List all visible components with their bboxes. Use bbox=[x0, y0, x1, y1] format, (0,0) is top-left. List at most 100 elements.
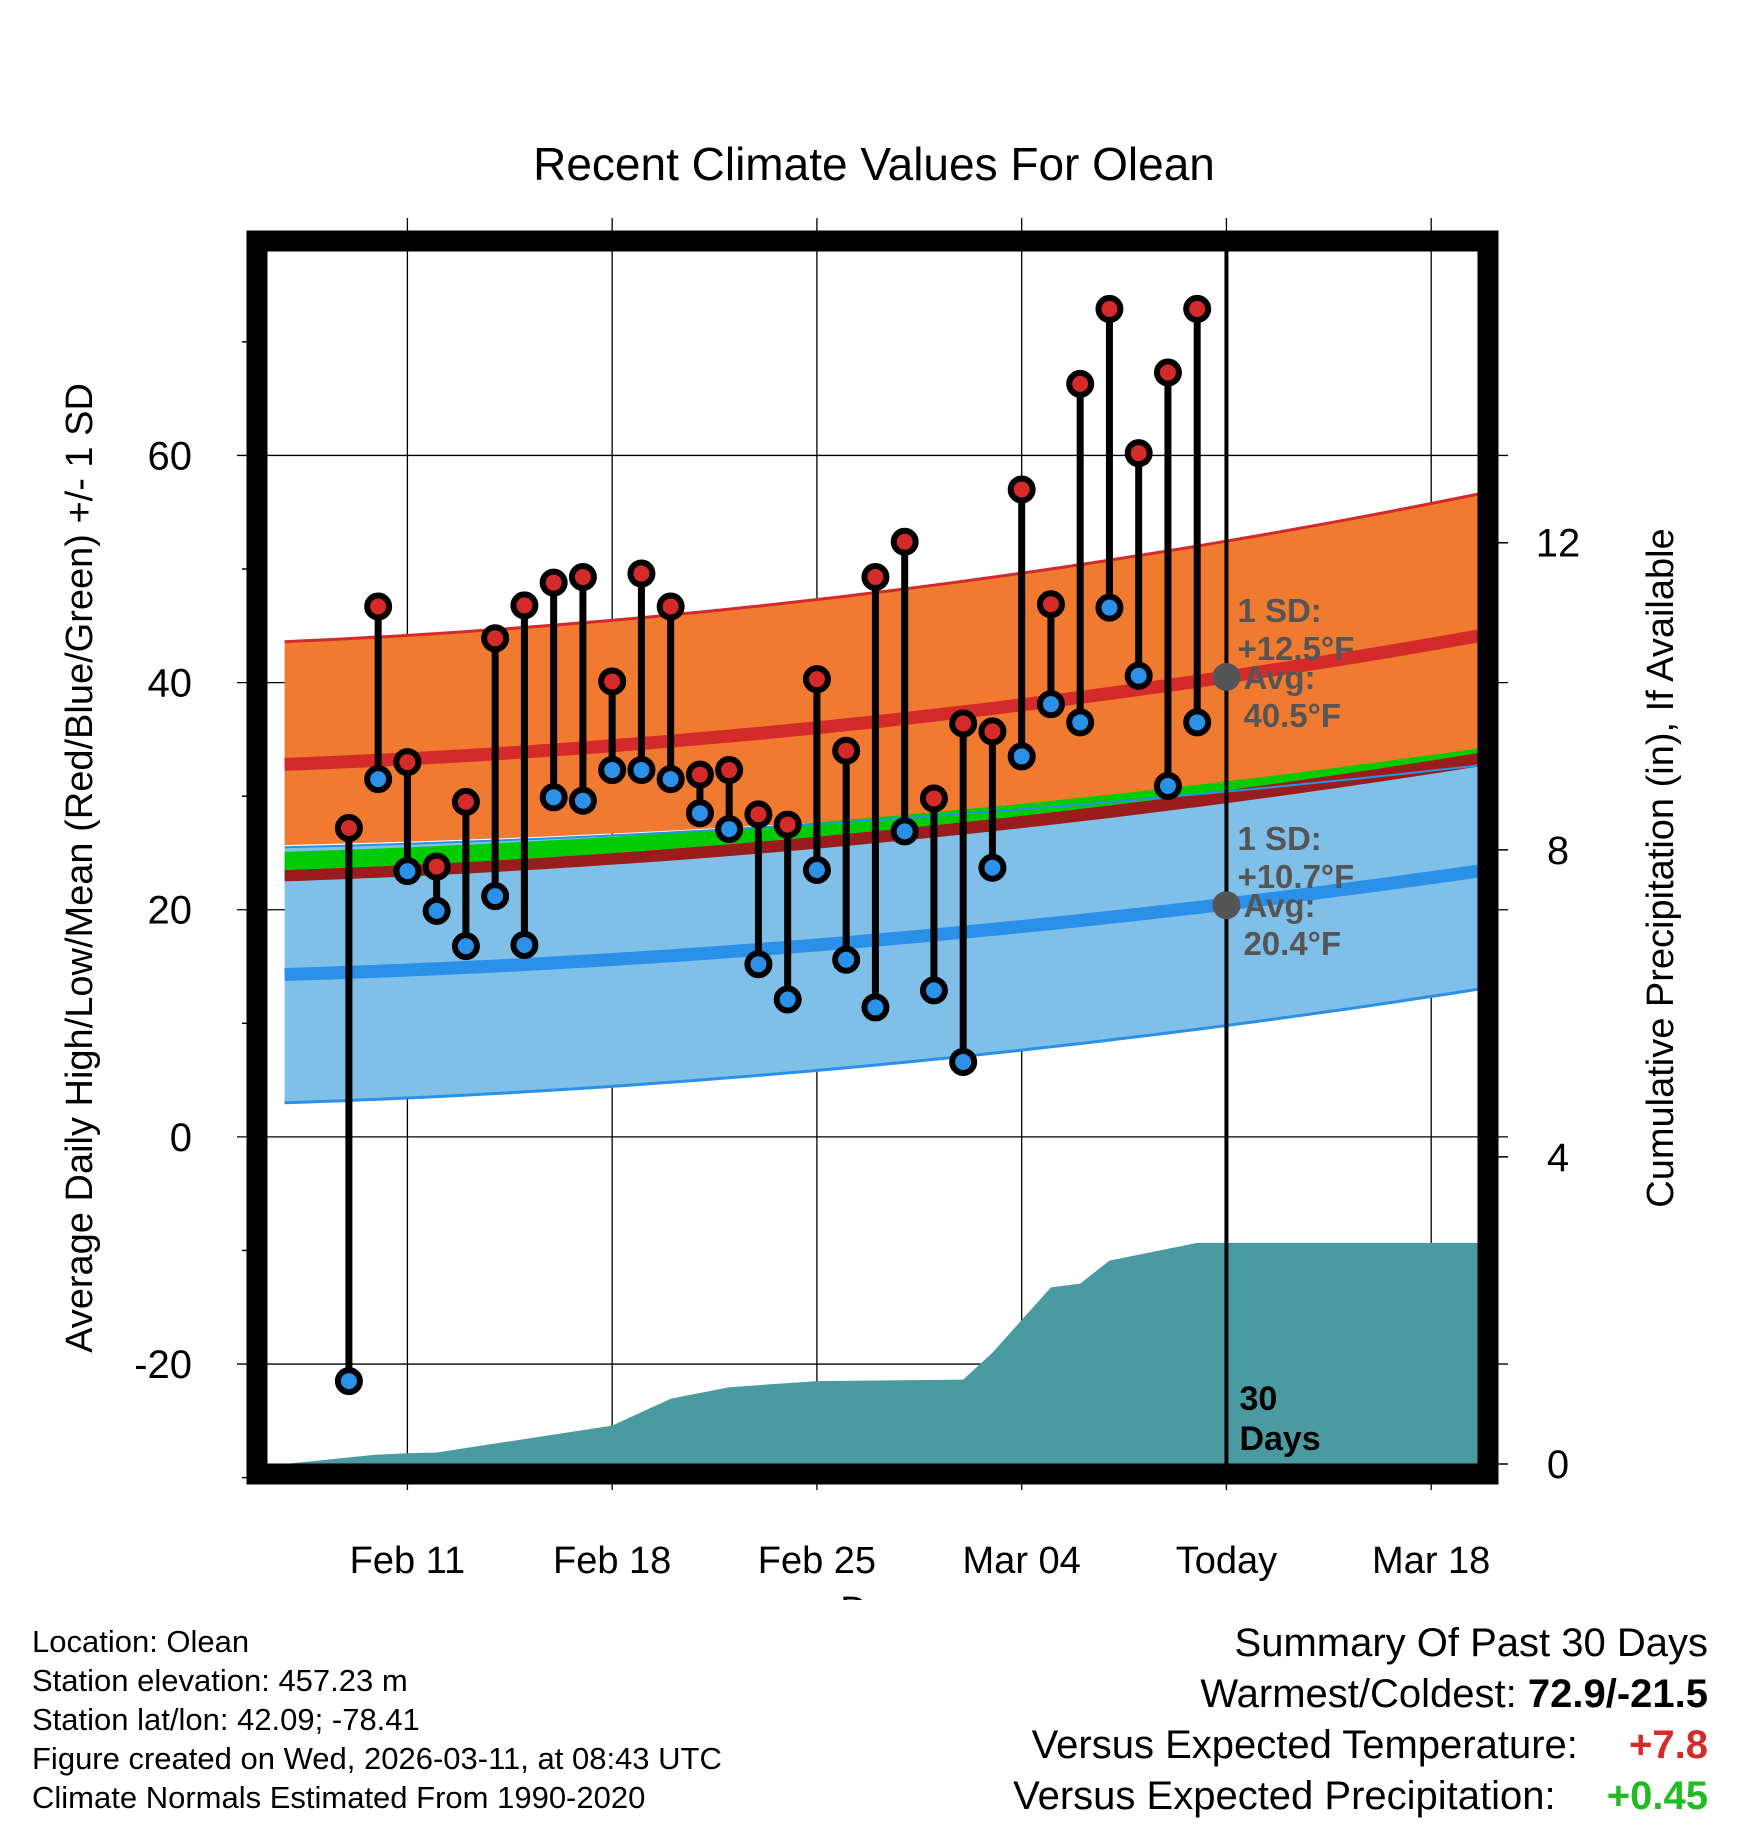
low-point bbox=[978, 853, 1007, 882]
high-point bbox=[744, 800, 773, 829]
high-point bbox=[393, 748, 422, 777]
y2-tick-label: 8 bbox=[1547, 829, 1569, 873]
x-tick-label: Mar 18 bbox=[1372, 1540, 1490, 1582]
high-point bbox=[451, 787, 480, 816]
daily-bars bbox=[334, 294, 1212, 1396]
low-point bbox=[832, 945, 861, 974]
low-point bbox=[656, 765, 685, 794]
created-text: Figure created on Wed, 2026-03-11, at 08… bbox=[32, 1741, 722, 1776]
low-point bbox=[685, 799, 714, 828]
x-tick-label: Mar 04 bbox=[963, 1540, 1081, 1582]
warm-cold-value: 72.9/-21.5 bbox=[1527, 1672, 1708, 1716]
low-point bbox=[861, 993, 890, 1022]
y-tick-label: 60 bbox=[148, 434, 193, 478]
low-sd-lower-line bbox=[284, 987, 1479, 1105]
warm-cold-row: Warmest/Coldest: 72.9/-21.5 bbox=[1013, 1669, 1708, 1720]
y-axis-label: Average Daily High/Low/Mean (Red/Blue/Gr… bbox=[59, 383, 101, 1353]
high-sd-value: +12.5°F bbox=[1237, 630, 1354, 667]
precip-value: +0.45 bbox=[1606, 1774, 1708, 1818]
high-point bbox=[949, 709, 978, 738]
y2-tick-label: 0 bbox=[1547, 1443, 1569, 1487]
normals-text: Climate Normals Estimated From 1990-2020 bbox=[32, 1780, 646, 1815]
low-point bbox=[1036, 690, 1065, 719]
x-tick-label: Feb 25 bbox=[758, 1540, 876, 1582]
low-point bbox=[1183, 708, 1212, 737]
days-label: Days bbox=[1239, 1420, 1320, 1458]
high-point bbox=[364, 592, 393, 621]
low-point bbox=[481, 882, 510, 911]
low-point bbox=[773, 985, 802, 1014]
cumulative-precip-area bbox=[284, 1242, 1478, 1464]
low-point bbox=[1124, 661, 1153, 690]
y-tick-label: -20 bbox=[134, 1343, 192, 1387]
low-point bbox=[510, 930, 539, 959]
high-point bbox=[598, 667, 627, 696]
high-point bbox=[919, 784, 948, 813]
low-sd-upper-line bbox=[284, 764, 1479, 849]
normal-low-line bbox=[284, 864, 1479, 981]
low-point bbox=[949, 1047, 978, 1076]
high-point bbox=[861, 562, 890, 591]
climate-chart: Recent Climate Values For Olean -2002040… bbox=[59, 138, 1682, 1600]
chart-title: Recent Climate Values For Olean bbox=[533, 138, 1215, 190]
high-avg-marker bbox=[1212, 662, 1241, 691]
high-point bbox=[422, 852, 451, 881]
precip-area bbox=[284, 251, 1478, 1464]
frame-border bbox=[246, 230, 1499, 1485]
y2-tick-label: 4 bbox=[1547, 1136, 1569, 1180]
low-avg-label: Avg: bbox=[1243, 887, 1315, 924]
high-point bbox=[1183, 294, 1212, 323]
location-text: Location: Olean bbox=[32, 1624, 250, 1659]
precip-label: Versus Expected Precipitation: bbox=[1013, 1774, 1556, 1818]
y-tick-label: 40 bbox=[148, 662, 193, 706]
low-point bbox=[451, 932, 480, 961]
x-tick-label: Feb 18 bbox=[553, 1540, 671, 1582]
temp-label: Versus Expected Temperature: bbox=[1031, 1723, 1578, 1767]
summary-panel: Summary Of Past 30 Days Warmest/Coldest:… bbox=[1013, 1618, 1708, 1822]
low-point bbox=[744, 950, 773, 979]
y-tick-label: 0 bbox=[170, 1116, 192, 1160]
high-point bbox=[1066, 369, 1095, 398]
y2-axis-label: Cumulative Precipitation (in), If Availa… bbox=[1640, 528, 1682, 1207]
low-point bbox=[715, 815, 744, 844]
high-point bbox=[481, 624, 510, 653]
high-point bbox=[656, 592, 685, 621]
high-point bbox=[539, 568, 568, 597]
high-point bbox=[1007, 475, 1036, 504]
warm-cold-label: Warmest/Coldest: bbox=[1200, 1672, 1517, 1716]
low-point bbox=[393, 857, 422, 886]
high-point bbox=[568, 562, 597, 591]
low-point bbox=[1095, 593, 1124, 622]
mean-band bbox=[284, 748, 1479, 870]
summary-heading: Summary Of Past 30 Days bbox=[1234, 1621, 1708, 1665]
high-point bbox=[978, 717, 1007, 746]
high-sd-upper-line bbox=[284, 492, 1479, 644]
y2-tick-label: 12 bbox=[1536, 522, 1581, 566]
high-avg-value: 40.5°F bbox=[1243, 697, 1341, 734]
high-avg-label: Avg: bbox=[1243, 659, 1315, 696]
high-point bbox=[802, 665, 831, 694]
station-info: Location: Olean Station elevation: 457.2… bbox=[32, 1622, 722, 1817]
axes: -20 0 20 40 60 0 4 8 12 Feb 11 Feb 18 Feb 25 Mar 04 T… bbox=[134, 341, 1581, 1582]
x-tick-label: Feb 11 bbox=[350, 1540, 465, 1582]
low-point bbox=[539, 783, 568, 812]
precip-row: Versus Expected Precipitation: +0.45 bbox=[1013, 1771, 1708, 1822]
low-sd-value: +10.7°F bbox=[1237, 858, 1354, 895]
low-point bbox=[334, 1367, 363, 1396]
temp-row: Versus Expected Temperature: +7.8 bbox=[1013, 1720, 1708, 1771]
elevation-text: Station elevation: 457.23 m bbox=[32, 1663, 408, 1698]
low-point bbox=[1153, 771, 1182, 800]
high-point bbox=[1095, 294, 1124, 323]
low-point bbox=[1066, 708, 1095, 737]
low-sd-label: 1 SD: bbox=[1237, 820, 1321, 857]
high-point bbox=[510, 591, 539, 620]
y-tick-label: 20 bbox=[148, 889, 193, 933]
low-point bbox=[364, 765, 393, 794]
low-avg-value: 20.4°F bbox=[1243, 925, 1341, 962]
high-point bbox=[773, 810, 802, 839]
high-point bbox=[890, 527, 919, 556]
high-point bbox=[715, 756, 744, 785]
low-point bbox=[802, 855, 831, 884]
days-count: 30 bbox=[1239, 1380, 1277, 1418]
